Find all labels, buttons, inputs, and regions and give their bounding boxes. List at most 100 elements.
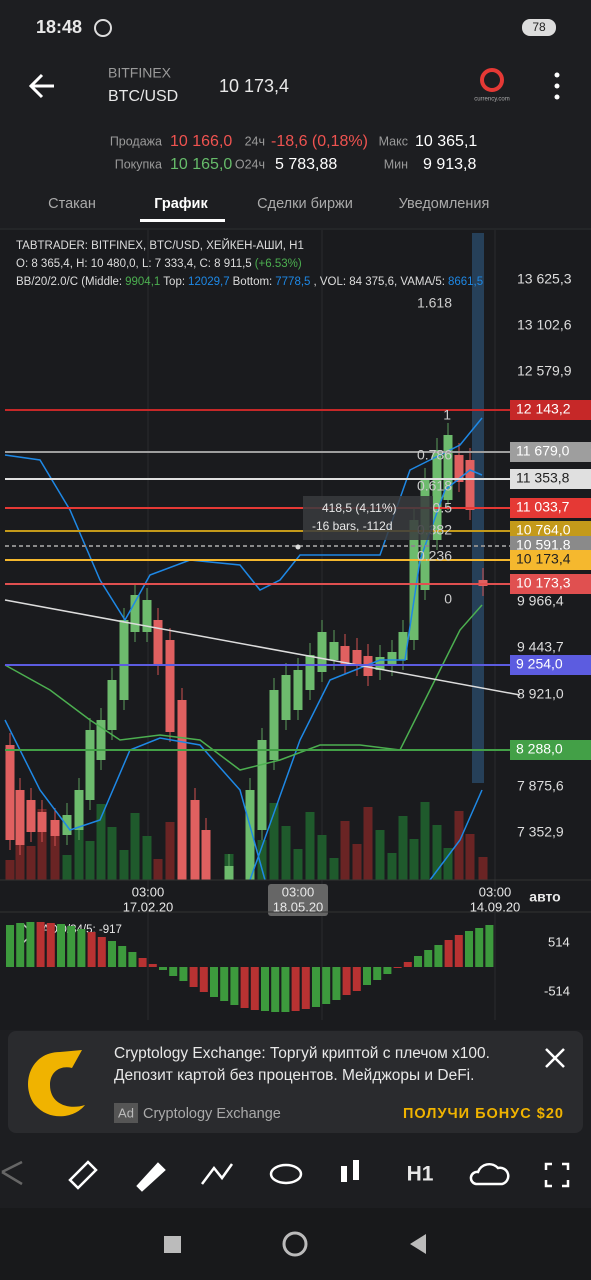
ad-card[interactable] — [8, 1031, 583, 1133]
candle — [74, 790, 84, 830]
bb-bottom-3 — [429, 789, 483, 881]
volume-bar — [375, 830, 385, 880]
cloud[interactable] — [469, 1162, 510, 1186]
volume-bar — [352, 844, 362, 880]
share[interactable] — [1, 1160, 23, 1186]
level-tag — [510, 740, 591, 760]
ado-bar — [220, 967, 229, 1001]
candle — [142, 600, 152, 632]
level-label: 10 173,4 — [516, 551, 571, 567]
ado-bar — [240, 967, 249, 1008]
nav-home[interactable] — [282, 1231, 308, 1257]
ado-bar — [230, 967, 239, 1005]
fib-label: 0.236 — [417, 548, 452, 564]
stat-value: -18,6 (0,18%) — [271, 133, 368, 150]
candle — [340, 646, 350, 664]
chart-type[interactable] — [341, 1160, 359, 1182]
ado-bar — [46, 923, 55, 967]
stat-label: Покупка — [115, 157, 162, 171]
stat-value: 10 166,0 — [170, 133, 232, 150]
ado-bar — [250, 967, 259, 1010]
level-tag — [510, 550, 591, 570]
ad-close[interactable] — [545, 1048, 565, 1068]
anchor — [295, 544, 301, 550]
timeframe[interactable]: H1 — [407, 1163, 434, 1186]
volume-bar — [317, 835, 327, 880]
volume-bar — [454, 811, 464, 880]
volume-bar — [50, 832, 60, 880]
ruler[interactable] — [68, 1160, 98, 1190]
measure-box — [303, 496, 433, 540]
tab[interactable]: Уведомления — [399, 196, 490, 212]
tab[interactable]: График — [154, 196, 208, 212]
ado-bar — [352, 967, 361, 991]
ado-histogram — [6, 922, 494, 1012]
info-text: 9904,1 — [125, 276, 160, 288]
volume-bar — [420, 802, 430, 880]
menu[interactable] — [554, 72, 560, 100]
info-text: 8661,5 — [448, 276, 483, 288]
price-axis: 13 625,3 13 102,6 12 579,9 9 966,4 9 443,7 8 … — [517, 271, 572, 840]
ado-bar — [36, 922, 45, 967]
ad-badge-bg — [114, 1103, 138, 1123]
auto-scale[interactable]: авто — [529, 889, 560, 905]
ado-bar — [383, 967, 392, 974]
volume-bar — [329, 858, 339, 880]
volume-bar — [465, 834, 475, 880]
ado-bar — [57, 924, 65, 967]
volume-bar — [26, 846, 36, 880]
eye[interactable] — [269, 1163, 303, 1185]
price-label: 13 102,6 — [517, 317, 572, 333]
candle — [119, 620, 129, 700]
ado-bar — [189, 967, 198, 987]
volume-bar — [363, 807, 373, 880]
ado-bar — [138, 958, 147, 967]
pencil[interactable] — [136, 1162, 166, 1192]
volume-bar — [62, 855, 72, 880]
tab[interactable]: Стакан — [48, 196, 96, 212]
volume-bar — [293, 849, 303, 880]
info-text: , VOL: 84 375,6, VAMA/5: — [313, 276, 444, 288]
stats: Продажа 10 166,0 Покупка 10 165,0 24ч -18,6 (… — [110, 133, 478, 173]
price-label: 12 579,9 — [517, 363, 572, 379]
ado-bar — [475, 928, 484, 967]
candle — [293, 670, 303, 710]
nav-back[interactable] — [410, 1234, 426, 1254]
logo-caption: currency.com — [474, 97, 510, 103]
ado-bar — [26, 922, 35, 967]
toolbar — [1, 1160, 570, 1192]
indicators[interactable] — [201, 1163, 234, 1185]
stat-value: 10 165,0 — [170, 156, 232, 173]
ado-axis-bottom: -514 — [544, 983, 570, 998]
info-text: (+6.53%) — [255, 258, 302, 270]
levels: 12 143,2 11 679,0 11 353,8 11 033,7 10 764,0… — [5, 400, 591, 760]
back-button[interactable] — [28, 73, 54, 99]
candle — [409, 520, 419, 640]
level-label: 8 288,0 — [516, 741, 563, 757]
nav-recent[interactable] — [164, 1236, 181, 1253]
volume-bar — [340, 821, 350, 880]
fullscreen[interactable] — [544, 1162, 570, 1188]
volume-bar — [269, 803, 279, 880]
level-label: 9 254,0 — [516, 656, 563, 672]
trend-line — [4, 599, 521, 696]
tab[interactable]: Сделки биржи — [257, 196, 353, 212]
logo[interactable] — [480, 68, 504, 92]
exchange: BITFINEX — [108, 65, 172, 81]
candle — [37, 812, 47, 832]
fib-label: 1.618 — [417, 295, 452, 311]
volume-bar — [153, 859, 163, 880]
candle — [443, 435, 453, 500]
candle — [15, 790, 25, 845]
ado-bar — [434, 945, 443, 967]
ado-bar — [403, 962, 412, 967]
ado-bar — [373, 967, 382, 980]
candle — [50, 820, 60, 836]
ad-cta[interactable]: ПОЛУЧИ БОНУС $20 — [403, 1106, 564, 1122]
ad-line: Cryptology Exchange: Торгуй криптой с пл… — [114, 1045, 490, 1062]
volume-bar — [398, 816, 408, 880]
pair: BTC/USD — [108, 88, 178, 105]
ado-bar — [77, 929, 86, 967]
